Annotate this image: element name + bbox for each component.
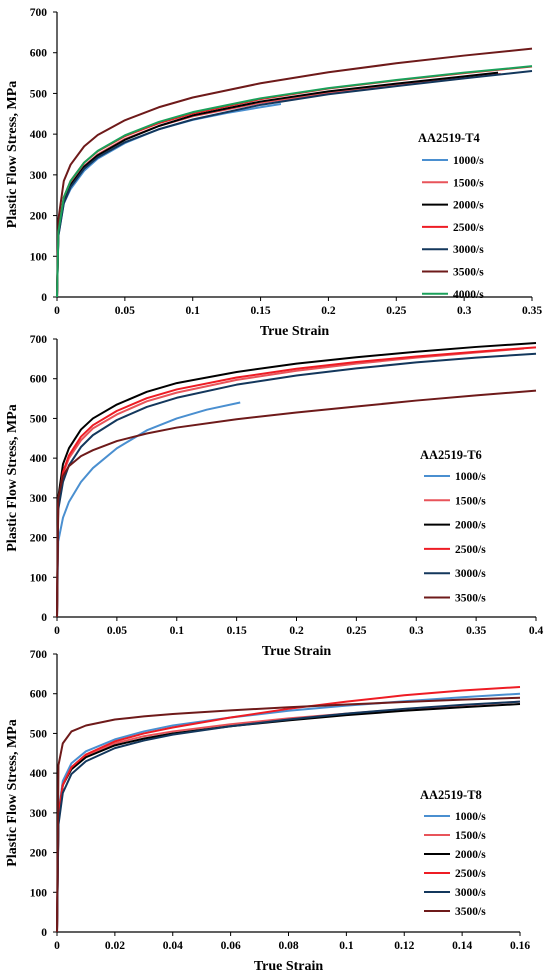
chart2-y-tick-label: 300 [30, 493, 48, 505]
chart3-x-tick-label: 0.1 [339, 940, 354, 952]
chart3-series-line-3500-per-s [56, 696, 521, 933]
chart2-series-line-3500-per-s [56, 389, 537, 618]
chart2-y-tick-label: 500 [30, 413, 48, 425]
chart2-y-tick-label: 700 [30, 334, 48, 346]
chart1-x-tick-label: 0.05 [115, 305, 135, 317]
chart3-series-line-1000-per-s [56, 692, 521, 933]
chart3-legend-label: 2000/s [455, 849, 486, 861]
chart2-x-tick-label: 0.05 [107, 625, 127, 637]
chart2-y-tick-label: 600 [30, 374, 48, 386]
chart2-y-tick-label: 0 [41, 612, 47, 624]
chart3-series-line-3000-per-s [56, 700, 521, 933]
chart3-y-tick-label: 300 [30, 808, 48, 820]
chart2-legend-label: 3500/s [455, 593, 486, 605]
chart1-legend-label: 3500/s [453, 267, 484, 279]
chart1-x-tick-label: 0.35 [522, 305, 542, 317]
chart1-legend-label: 4000/s [453, 289, 484, 301]
chart2-x-tick-label: 0.1 [170, 625, 185, 637]
chart1-x-axis-label: True Strain [260, 324, 330, 339]
chart3-legend-label: 2500/s [455, 868, 486, 880]
chart2-legend-label: 1000/s [455, 471, 486, 483]
chart3-x-tick-label: 0.06 [221, 940, 241, 952]
chart1-y-tick-label: 700 [30, 7, 48, 19]
chart2-legend-label: 1500/s [455, 495, 486, 507]
chart1-x-tick-label: 0.25 [386, 305, 406, 317]
chart2-series-line-2000-per-s [56, 341, 537, 618]
chart1-y-axis-label: Plastic Flow Stress, MPa [5, 81, 20, 229]
chart1-y-tick-label: 600 [30, 48, 48, 60]
chart2-x-tick-label: 0.15 [227, 625, 247, 637]
chart3-x-tick-label: 0.14 [452, 940, 472, 952]
chart1-series-line-3500-per-s [56, 47, 533, 298]
chart2-legend-label: 2000/s [455, 520, 486, 532]
chart1-y-tick-label: 500 [30, 88, 48, 100]
chart1-x-tick-label: 0.15 [251, 305, 271, 317]
chart2-legend-title: AA2519-T6 [420, 448, 482, 462]
chart3-x-axis-label: True Strain [254, 959, 324, 974]
chart2-series-line-2500-per-s [56, 346, 537, 618]
chart1-series-line-2000-per-s [56, 71, 499, 298]
chart3-legend-title: AA2519-T8 [420, 788, 482, 802]
chart1-y-tick-label: 400 [30, 129, 48, 141]
chart1-y-tick-label: 300 [30, 170, 48, 182]
chart3-x-tick-label: 0.04 [163, 940, 183, 952]
chart2-x-tick-label: 0.4 [529, 625, 544, 637]
chart3-legend-label: 1500/s [455, 830, 486, 842]
chart1-series-line-4000-per-s [56, 65, 533, 298]
chart1-legend-title: AA2519-T4 [418, 131, 481, 145]
chart2-legend-label: 3000/s [455, 568, 486, 580]
chart3-series-line-2500-per-s [56, 685, 521, 933]
chart3-y-tick-label: 600 [30, 689, 48, 701]
chart1-legend-label: 3000/s [453, 244, 484, 256]
chart2-y-tick-label: 100 [30, 572, 48, 584]
chart2-x-axis-label: True Strain [262, 644, 332, 659]
chart2-x-tick-label: 0.35 [466, 625, 486, 637]
chart3-y-axis-label: Plastic Flow Stress, MPa [5, 719, 20, 867]
chart1-series-line-1500-per-s [56, 72, 501, 298]
chart2-series-line-1000-per-s [56, 401, 241, 618]
chart3-y-tick-label: 500 [30, 728, 48, 740]
chart1-x-tick-label: 0.2 [321, 305, 336, 317]
chart3-legend-label: 1000/s [455, 811, 486, 823]
chart2-series-line-1500-per-s [56, 347, 525, 618]
chart1-legend-label: 1000/s [453, 155, 484, 167]
chart1-x-tick-label: 0 [54, 305, 60, 317]
chart1-legend-label: 2500/s [453, 222, 484, 234]
chart2-y-axis-label: Plastic Flow Stress, MPa [5, 404, 20, 552]
chart2-legend-label: 2500/s [455, 544, 486, 556]
chart2-series-line-3000-per-s [56, 352, 537, 618]
chart3-y-tick-label: 100 [30, 887, 48, 899]
chart3-y-tick-label: 400 [30, 768, 48, 780]
chart3-legend-label: 3000/s [455, 887, 486, 899]
chart3-y-tick-label: 200 [30, 848, 48, 860]
chart3-legend-label: 3500/s [455, 906, 486, 918]
chart3-x-tick-label: 0.08 [278, 940, 298, 952]
chart1-series-line-1000-per-s [56, 103, 282, 298]
chart1-legend-label: 1500/s [453, 177, 484, 189]
chart2-x-tick-label: 0 [54, 625, 60, 637]
chart1-x-tick-label: 0.3 [457, 305, 472, 317]
chart3-y-tick-label: 0 [41, 927, 47, 939]
chart2-y-tick-label: 400 [30, 453, 48, 465]
chart2-x-tick-label: 0.2 [289, 625, 304, 637]
chart1-y-tick-label: 100 [30, 251, 48, 263]
chart2-y-tick-label: 200 [30, 533, 48, 545]
chart1-y-tick-label: 200 [30, 211, 48, 223]
chart1-series-line-3000-per-s [56, 70, 533, 298]
chart3-x-tick-label: 0.02 [105, 940, 125, 952]
chart3-x-tick-label: 0 [54, 940, 60, 952]
chart2-x-tick-label: 0.3 [409, 625, 424, 637]
chart3-x-tick-label: 0.16 [510, 940, 530, 952]
chart2-x-tick-label: 0.25 [346, 625, 366, 637]
chart3-y-tick-label: 700 [30, 649, 48, 661]
chart1-y-tick-label: 0 [41, 292, 47, 304]
chart1-legend-label: 2000/s [453, 200, 484, 212]
chart1-x-tick-label: 0.1 [186, 305, 201, 317]
chart3-x-tick-label: 0.12 [394, 940, 414, 952]
